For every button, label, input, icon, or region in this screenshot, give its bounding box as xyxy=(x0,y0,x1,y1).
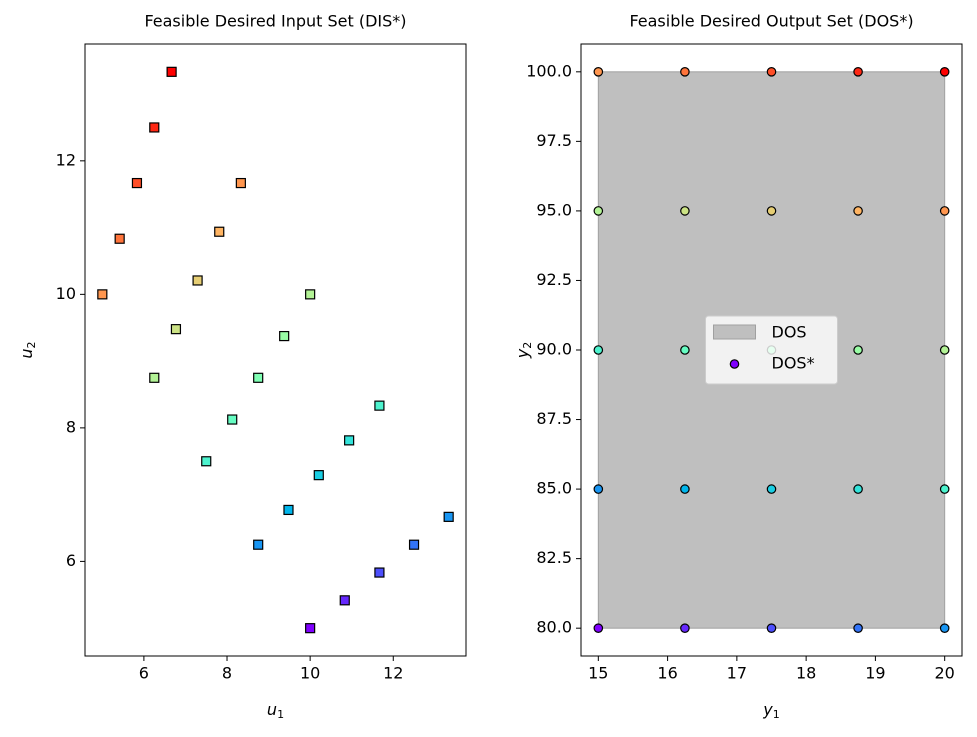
point xyxy=(766,206,777,216)
point xyxy=(279,330,290,342)
point xyxy=(170,324,182,335)
y-tick-label: 82.5 xyxy=(536,548,572,567)
y-tick-label: 12 xyxy=(56,150,76,169)
point xyxy=(939,623,950,633)
x-tick-label: 16 xyxy=(657,664,677,683)
point xyxy=(131,177,143,189)
x-tick-label: 6 xyxy=(139,664,149,683)
y-tick-label: 10 xyxy=(56,284,76,303)
point xyxy=(253,372,264,383)
point xyxy=(593,345,604,355)
point xyxy=(374,567,385,578)
point xyxy=(680,484,690,494)
x-tick-label: 17 xyxy=(727,664,747,683)
point xyxy=(853,206,863,216)
point xyxy=(680,206,690,216)
point xyxy=(283,504,294,516)
axis-label: u1 xyxy=(267,700,284,722)
point xyxy=(593,206,604,216)
point xyxy=(939,67,950,77)
y-tick-label: 92.5 xyxy=(536,270,572,289)
point xyxy=(853,345,863,355)
point xyxy=(593,623,604,633)
point xyxy=(939,206,950,216)
point xyxy=(114,233,125,244)
point xyxy=(593,67,604,77)
axis-label-base: u xyxy=(267,700,277,719)
y-tick-label: 97.5 xyxy=(536,131,572,150)
point xyxy=(680,623,690,633)
point xyxy=(149,372,160,383)
y-tick-label: 90.0 xyxy=(536,340,572,359)
point xyxy=(166,66,177,77)
legend-patch xyxy=(713,324,756,340)
point xyxy=(305,623,316,634)
point xyxy=(853,484,863,494)
y-tick-label: 6 xyxy=(66,551,76,570)
x-tick-label: 18 xyxy=(796,664,816,683)
y-axis-label-group: u2 xyxy=(17,341,39,358)
axis-label-sub: 2 xyxy=(521,342,534,349)
point xyxy=(408,539,420,550)
chart-title: Feasible Desired Input Set (DIS*) xyxy=(144,12,406,31)
point xyxy=(305,289,316,300)
y-tick-label: 95.0 xyxy=(536,200,572,219)
point xyxy=(853,623,863,633)
x-tick-label: 10 xyxy=(300,664,320,683)
point xyxy=(339,595,350,606)
plot-frame xyxy=(84,43,467,657)
y-axis-label-group: y2 xyxy=(513,342,535,359)
x-tick-label: 19 xyxy=(865,664,885,683)
axis-label-base: u xyxy=(17,348,36,358)
y-tick-label: 87.5 xyxy=(536,409,572,428)
axis-label-sub: 2 xyxy=(25,341,38,348)
axis-label: y2 xyxy=(513,342,535,359)
axis-label-sub: 1 xyxy=(773,708,780,721)
axis-label-base: y xyxy=(513,348,532,359)
y-tick-label: 100.0 xyxy=(526,61,572,80)
axis-label: y1 xyxy=(762,700,779,722)
legend-label: DOS xyxy=(772,323,807,342)
point xyxy=(680,345,690,355)
point xyxy=(235,177,246,189)
point xyxy=(853,67,863,77)
point xyxy=(766,67,777,77)
legend-label: DOS* xyxy=(772,354,815,373)
point xyxy=(374,400,385,411)
chart-title: Feasible Desired Output Set (DOS*) xyxy=(629,12,913,31)
point xyxy=(149,122,160,133)
point xyxy=(201,456,212,467)
y-tick-label: 8 xyxy=(66,417,76,436)
point xyxy=(192,275,203,286)
y-tick-label: 85.0 xyxy=(536,479,572,498)
point xyxy=(97,289,108,300)
point xyxy=(680,67,690,77)
x-tick-label: 15 xyxy=(588,664,608,683)
x-tick-label: 12 xyxy=(383,664,403,683)
axis-label: u2 xyxy=(17,341,39,358)
point xyxy=(766,484,777,494)
point xyxy=(443,511,454,522)
point xyxy=(344,435,355,446)
point xyxy=(766,623,777,633)
x-tick-label: 20 xyxy=(935,664,955,683)
point xyxy=(313,470,324,481)
point xyxy=(939,345,950,355)
axis-label-base: y xyxy=(762,700,773,719)
point xyxy=(593,484,604,494)
y-tick-label: 80.0 xyxy=(536,618,572,637)
axis-label-sub: 1 xyxy=(277,708,284,721)
x-tick-label: 8 xyxy=(222,664,232,683)
point xyxy=(253,539,264,550)
legend-marker xyxy=(729,359,740,369)
point xyxy=(939,484,950,494)
point xyxy=(227,414,238,425)
point xyxy=(214,226,225,237)
